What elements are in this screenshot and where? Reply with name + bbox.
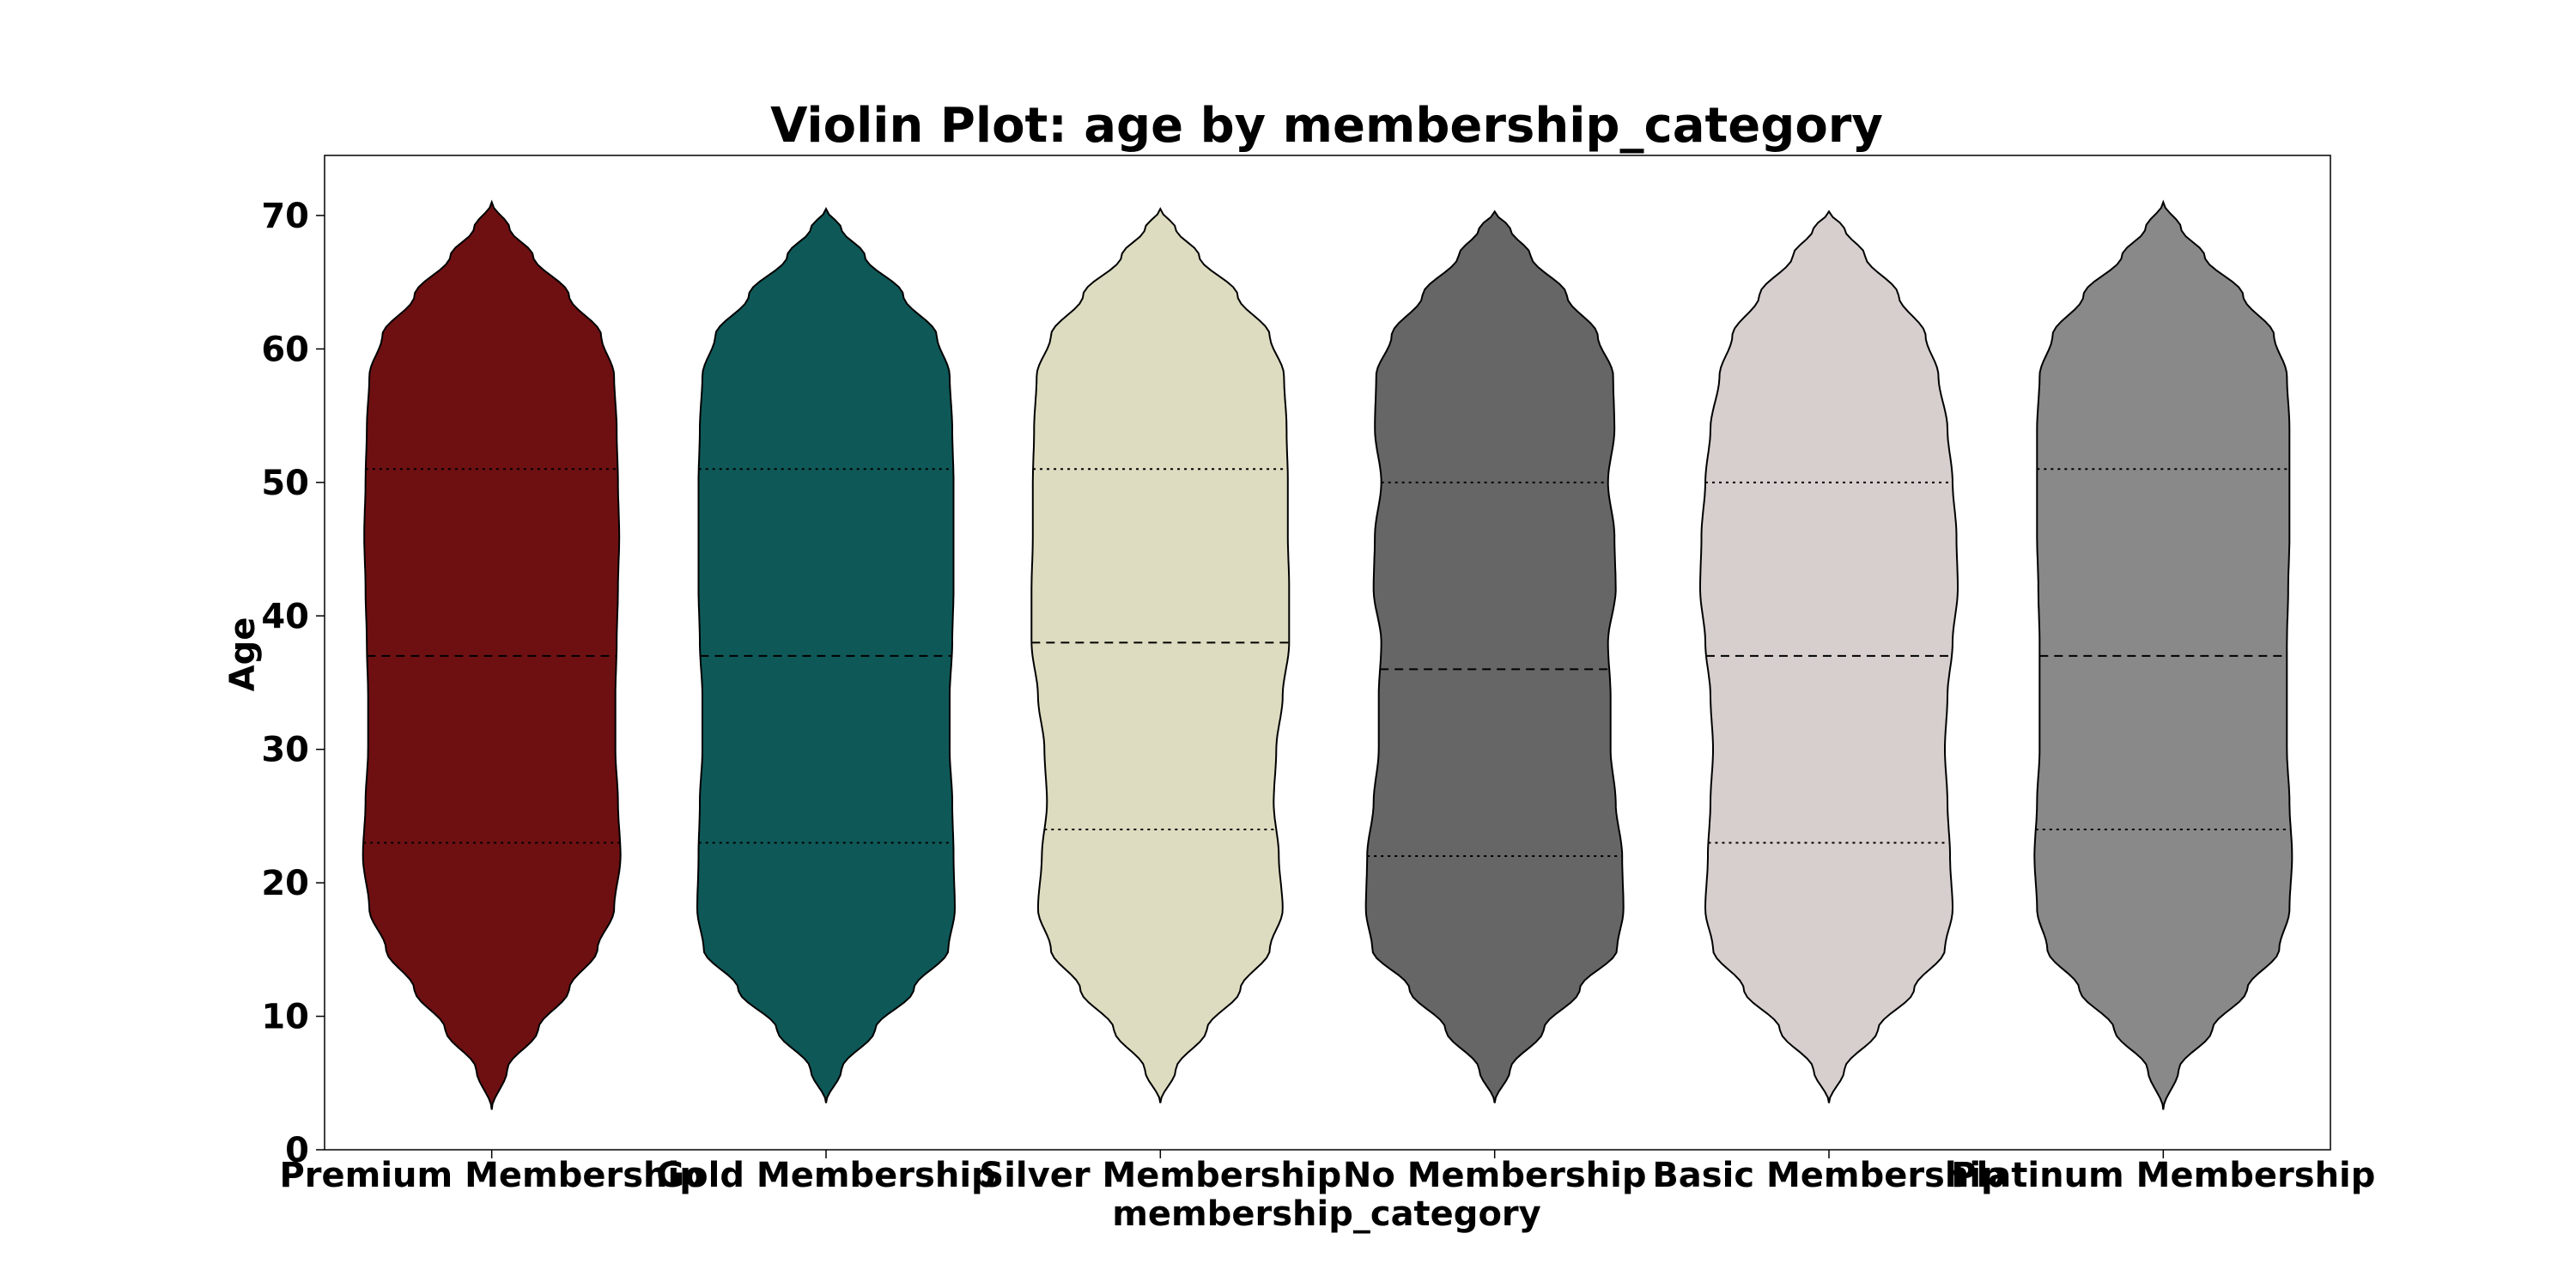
y-tick-label: 60 [261,330,309,369]
violin-body [696,207,957,1103]
x-tick-label: Gold Membership [656,1156,995,1195]
x-axis-label: membership_category [1112,1194,1540,1234]
y-tick-label: 50 [261,464,309,503]
plot-area-frame [324,155,2331,1151]
x-tick-label: Silver Membership [979,1156,1341,1195]
y-axis-label: Age [223,617,263,692]
y-tick-label: 20 [261,864,309,903]
y-tick-label: 0 [285,1131,309,1170]
y-tick-label: 30 [261,731,309,770]
violin-body [1699,210,1959,1103]
x-tick-label: No Membership [1343,1156,1647,1195]
y-tick-label: 10 [261,998,309,1037]
violins-layer [361,199,2293,1110]
chart-title: Violin Plot: age by membership_category [770,98,1883,154]
violin-body [1364,210,1625,1103]
y-axis: 0 10 20 30 40 50 60 70 [261,197,325,1170]
y-tick-label: 40 [261,597,309,636]
x-tick-label: Platinum Membership [1951,1156,2375,1195]
x-tick-label: Basic Membership [1652,1156,2005,1195]
y-tick-label: 70 [261,197,309,236]
x-tick-label: Premium Membership [279,1156,703,1195]
violin-body [1030,207,1291,1103]
